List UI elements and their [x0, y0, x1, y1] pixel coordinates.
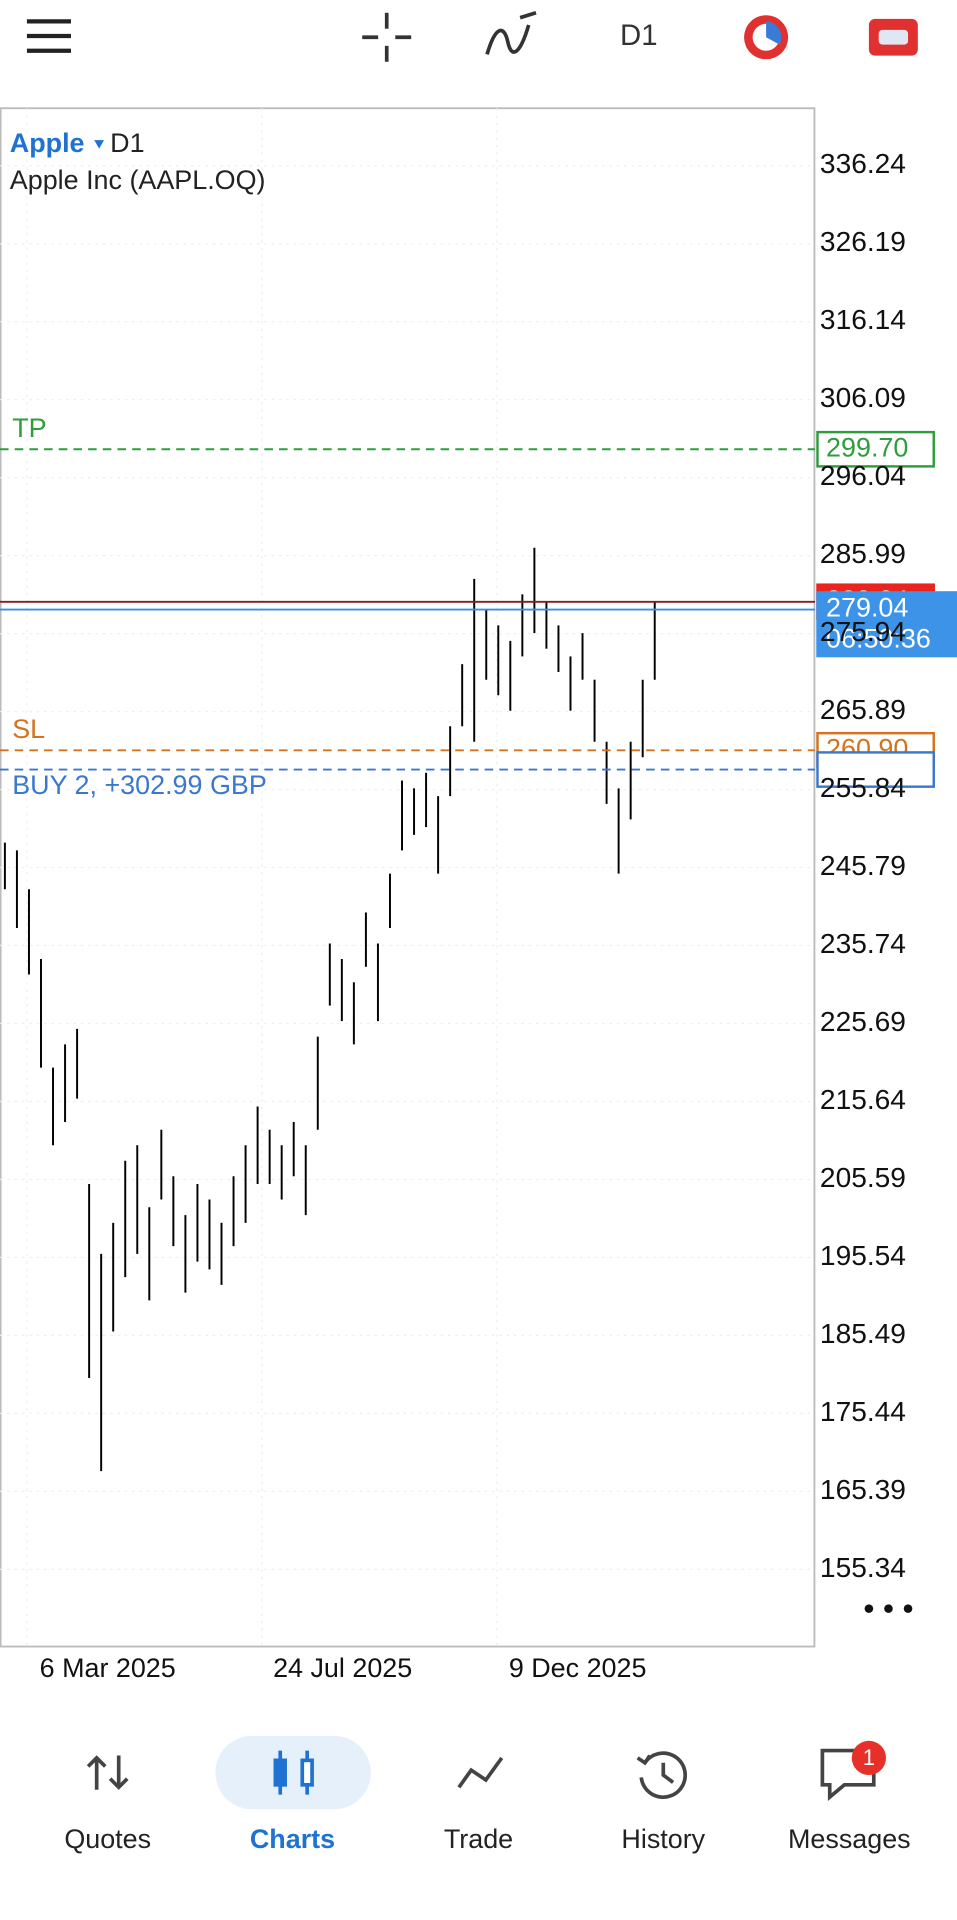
one-click-button[interactable] [744, 15, 789, 60]
active-tab-highlight [215, 1735, 371, 1810]
nav-tab[interactable]: Messages [788, 1824, 911, 1854]
y-tick-label: 225.69 [820, 1006, 906, 1037]
nav-tab[interactable]: Quotes [64, 1824, 151, 1854]
y-tick-label: 185.49 [820, 1318, 906, 1349]
symbol-description: Apple Inc (AAPL.OQ) [10, 165, 266, 195]
level-name: TP [12, 413, 46, 443]
y-tick-label: 285.99 [820, 538, 906, 569]
badge-count: 1 [863, 1745, 875, 1770]
nav-tab[interactable]: History [621, 1824, 705, 1854]
trade-button[interactable] [868, 18, 918, 56]
level-price-label: 279.04 [826, 593, 908, 623]
y-tick-label: 275.94 [820, 616, 906, 647]
level-price-box [816, 751, 935, 788]
nav-tab[interactable]: Trade [444, 1824, 513, 1854]
badge [851, 1740, 887, 1776]
y-tick-label: 255.84 [820, 772, 906, 803]
level-price-box [816, 430, 935, 468]
y-tick-label: 265.89 [820, 694, 906, 725]
y-tick-label: 296.04 [820, 460, 906, 491]
quotes-icon [86, 1755, 129, 1790]
x-tick-label: 6 Mar 2025 [40, 1653, 176, 1683]
timeframe-button[interactable]: D1 [620, 19, 658, 52]
trade-icon [457, 1756, 504, 1789]
nav-tab[interactable]: Charts [250, 1824, 335, 1854]
indicators-button[interactable] [485, 11, 537, 55]
level-price-box [816, 591, 957, 658]
y-tick-label: 155.34 [820, 1552, 906, 1583]
crosshair-button[interactable] [362, 12, 412, 62]
y-tick-label: 175.44 [820, 1396, 906, 1427]
more-button[interactable] [864, 1604, 913, 1613]
symbol-dropdown[interactable] [94, 140, 105, 149]
charts-icon [273, 1750, 314, 1795]
y-tick-label: 316.14 [820, 304, 906, 335]
level-name: SL [12, 714, 45, 744]
x-tick-label: 24 Jul 2025 [273, 1653, 412, 1683]
menu-button[interactable] [26, 19, 71, 53]
y-tick-label: 205.59 [820, 1162, 906, 1193]
level-price-label: 299.70 [826, 432, 908, 462]
y-tick-label: 326.19 [820, 226, 906, 257]
y-tick-label: 195.54 [820, 1240, 906, 1271]
x-tick-label: 9 Dec 2025 [509, 1653, 647, 1683]
level-name: BUY 2, +302.99 GBP [12, 770, 267, 800]
history-icon [636, 1751, 687, 1799]
chart-frame [0, 107, 816, 1648]
y-tick-label: 215.64 [820, 1084, 906, 1115]
y-tick-label: 235.74 [820, 928, 906, 959]
y-tick-label: 336.24 [820, 148, 906, 179]
level-time: 06:50:36 [826, 623, 931, 653]
y-tick-label: 306.09 [820, 382, 906, 413]
chart-timeframe: D1 [110, 128, 144, 158]
symbol-name[interactable]: Apple [10, 128, 85, 158]
y-tick-label: 165.39 [820, 1474, 906, 1505]
y-tick-label: 245.79 [820, 850, 906, 881]
